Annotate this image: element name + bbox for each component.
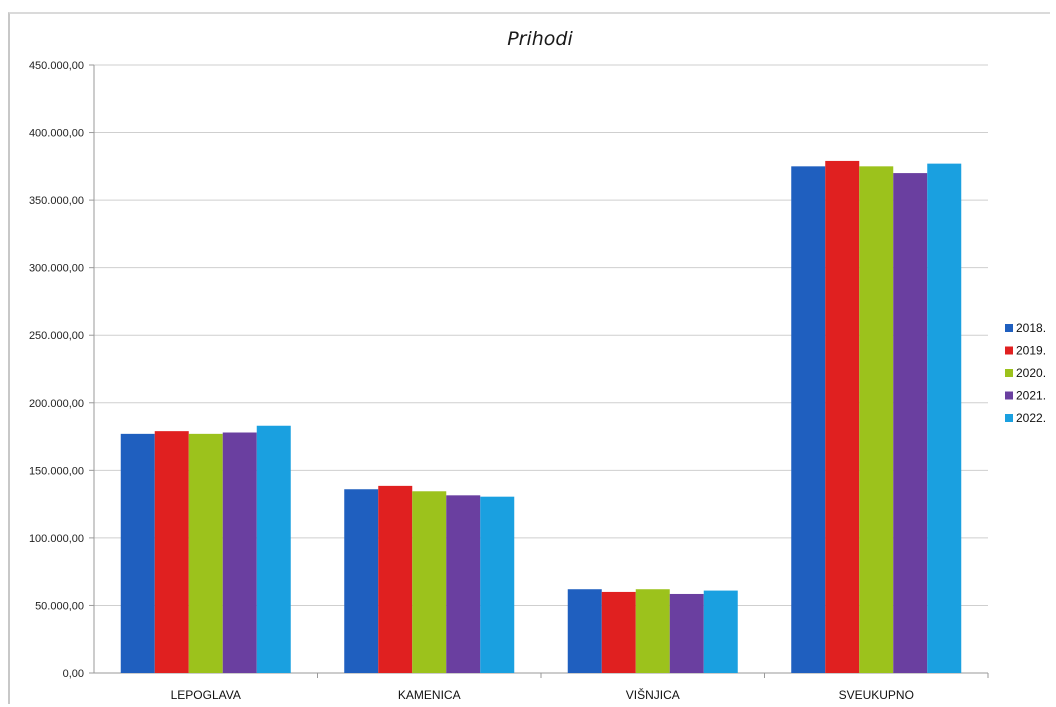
legend-label: 2022. [1016,411,1046,425]
bar-sveukupno-2019 [825,160,860,673]
legend-label: 2020. [1016,366,1046,380]
legend-label: 2021. [1016,389,1046,403]
bar-lepoglava-2019 [154,431,189,673]
bar-kamenica-2019 [378,485,413,673]
legend-swatch [1005,369,1013,377]
y-tick-label: 100.000,00 [29,533,84,545]
legend-swatch [1005,324,1013,332]
bar-lepoglava-2018 [120,433,155,673]
bar-sveukupno-2020 [859,166,894,674]
y-tick-label: 0,00 [63,668,84,680]
bar-kamenica-2020 [412,491,447,673]
y-tick-label: 150.000,00 [29,465,84,477]
bar-sveukupno-2018 [791,166,826,674]
bar-lepoglava-2020 [188,433,223,673]
bar-lepoglava-2022 [256,425,291,673]
legend-swatch [1005,391,1013,400]
legend: 2018. 2019. 2020. 2021. 2022. [1005,321,1046,425]
bar-višnjica-2020 [635,589,670,673]
chart-title: Prihodi [507,28,573,50]
bar-lepoglava-2021 [222,432,257,673]
y-tick-label: 250.000,00 [29,330,84,342]
x-tick-label: LEPOGLAVA [171,688,241,702]
bar-kamenica-2018 [344,489,379,673]
y-tick-label: 400.000,00 [29,128,84,140]
legend-label: 2018. [1016,321,1046,335]
x-tick-label: SVEUKUPNO [839,688,914,702]
y-tick-label: 50.000,00 [35,600,84,612]
bar-višnjica-2019 [601,591,636,673]
legend-swatch [1005,346,1013,355]
bar-višnjica-2021 [669,593,704,673]
legend-swatch [1005,414,1013,422]
x-axis-ticks: LEPOGLAVA KAMENICA VIŠNJICA SVEUKUPNO [171,687,914,702]
bar-višnjica-2018 [567,589,602,673]
y-tick-label: 450.000,00 [29,60,84,72]
bar-sveukupno-2021 [893,173,928,674]
bar-višnjica-2022 [703,590,738,673]
x-tick-label: KAMENICA [398,688,461,702]
legend-label: 2019. [1016,344,1046,358]
bar-sveukupno-2022 [927,163,962,673]
y-tick-label: 300.000,00 [29,263,84,275]
bars [120,160,962,674]
chart-frame [8,12,1050,704]
y-tick-label: 200.000,00 [29,398,84,410]
y-axis-ticks: 0,00 50.000,00 100.000,00 150.000,00 200.000… [29,60,84,680]
y-tick-label: 350.000,00 [29,195,84,207]
x-tick-label: VIŠNJICA [626,687,680,702]
bar-kamenica-2022 [480,496,515,673]
bar-kamenica-2021 [446,495,481,673]
